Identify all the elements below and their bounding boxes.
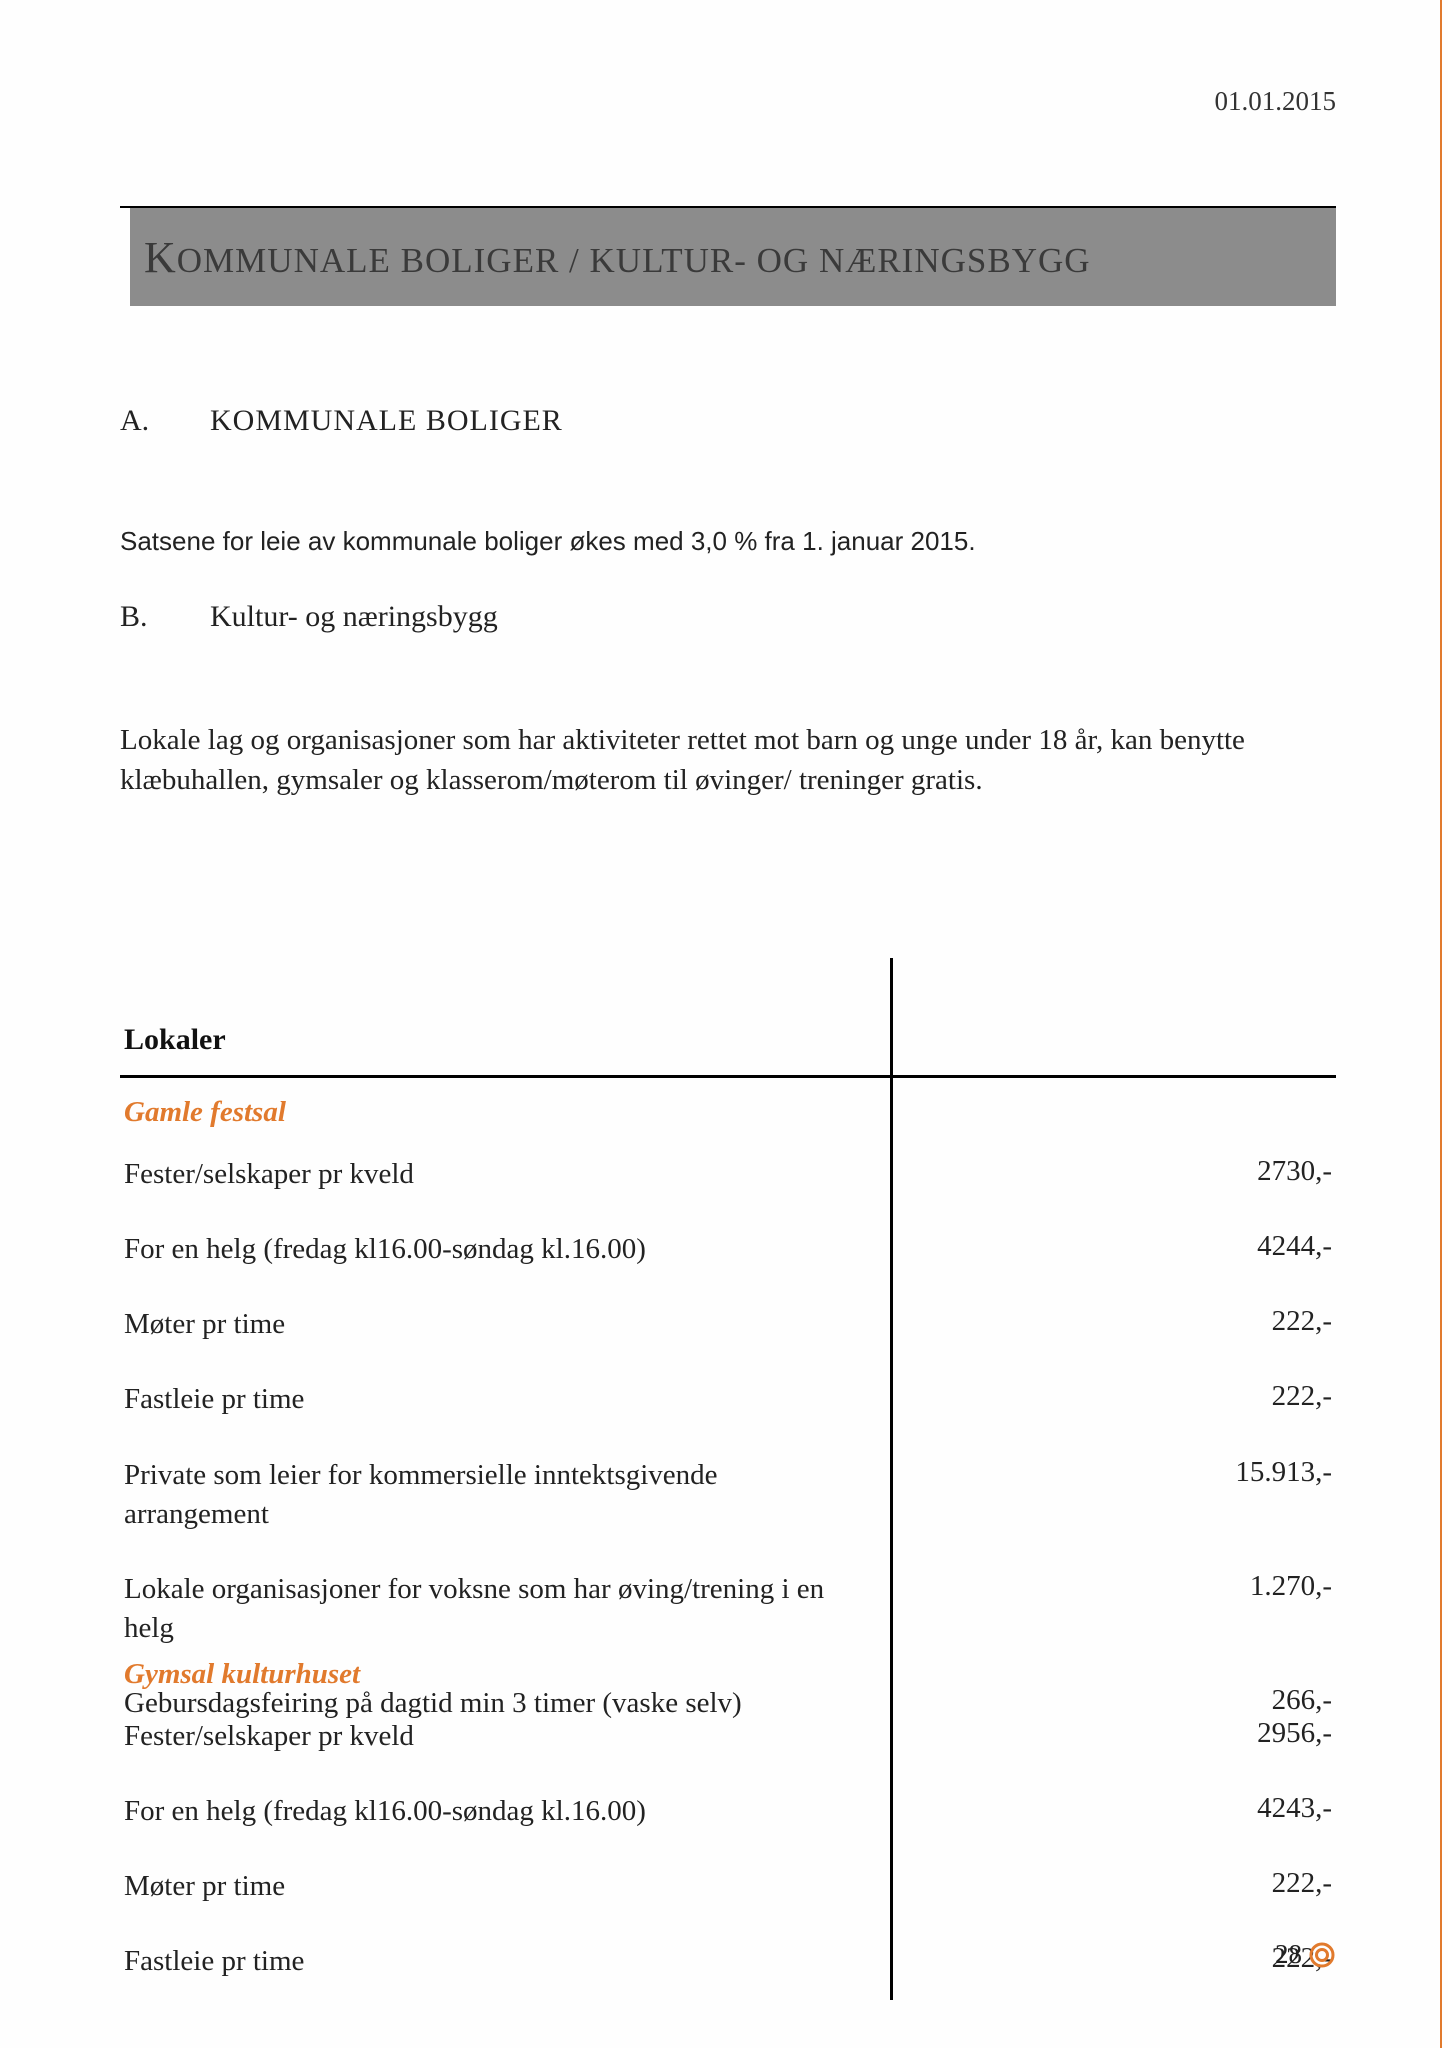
section-b-label: B. xyxy=(120,600,210,634)
row-label: Fastleie pr time xyxy=(120,1362,890,1437)
row-value: 4244,- xyxy=(890,1212,1336,1287)
title-bar-bg: KOMMUNALE BOLIGER / KULTUR- OG NÆRINGSBY… xyxy=(130,208,1336,306)
row-value: 222,- xyxy=(890,1287,1336,1362)
section-a-intro: Satsene for leie av kommunale boliger øk… xyxy=(120,526,1336,557)
table-row: Møter pr time222,- xyxy=(120,1287,1336,1362)
row-value: 2956,- xyxy=(890,1699,1336,1774)
page-number: 28 xyxy=(1275,1939,1302,1970)
title-bar: KOMMUNALE BOLIGER / KULTUR- OG NÆRINGSBY… xyxy=(120,206,1336,308)
row-label: For en helg (fredag kl16.00-søndag kl.16… xyxy=(120,1212,890,1287)
section-a-label: A. xyxy=(120,404,210,438)
page-title-initial: K xyxy=(144,233,177,282)
content-area: 01.01.2015 KOMMUNALE BOLIGER / KULTUR- O… xyxy=(120,0,1336,2048)
row-value: 222,- xyxy=(890,1362,1336,1437)
section-a-title: KOMMUNALE BOLIGER xyxy=(210,404,563,438)
section-right xyxy=(890,1078,1336,1137)
table-header-right xyxy=(890,958,1336,1075)
document-date: 01.01.2015 xyxy=(1215,86,1337,117)
page: 01.01.2015 KOMMUNALE BOLIGER / KULTUR- O… xyxy=(0,0,1448,2048)
right-edge-rule xyxy=(1440,0,1442,2048)
table-row: Fastleie pr time222,- xyxy=(120,1362,1336,1437)
row-value: 15.913,- xyxy=(890,1438,1336,1552)
table-row: Private som leier for kommersielle innte… xyxy=(120,1438,1336,1552)
row-value: 222,- xyxy=(890,1924,1336,1999)
section-b-intro: Lokale lag og organisasjoner som har akt… xyxy=(120,720,1296,800)
row-label: Private som leier for kommersielle innte… xyxy=(120,1438,890,1552)
table-row: Møter pr time222,- xyxy=(120,1849,1336,1924)
section-a-heading: A. KOMMUNALE BOLIGER xyxy=(120,404,1336,438)
row-value: 222,- xyxy=(890,1849,1336,1924)
table-section-title: Gymsal kulturhuset xyxy=(120,1640,1336,1699)
row-label: Fester/selskaper pr kveld xyxy=(120,1699,890,1774)
table-rows: Fester/selskaper pr kveld2956,-For en he… xyxy=(120,1699,1336,2000)
row-label: Møter pr time xyxy=(120,1287,890,1362)
page-title-rest: OMMUNALE BOLIGER / KULTUR- OG NÆRINGSBYG… xyxy=(177,241,1091,280)
table-section-title: Gamle festsal xyxy=(120,1078,1336,1137)
row-label: For en helg (fredag kl16.00-søndag kl.16… xyxy=(120,1774,890,1849)
section-name: Gymsal kulturhuset xyxy=(120,1640,890,1699)
section-b-heading: B. Kultur- og næringsbygg xyxy=(120,600,1336,634)
table-header: Lokaler xyxy=(120,958,1336,1078)
row-value: 4243,- xyxy=(890,1774,1336,1849)
table-row: Fester/selskaper pr kveld2956,- xyxy=(120,1699,1336,1774)
row-label: Fastleie pr time xyxy=(120,1924,890,1999)
table-row: For en helg (fredag kl16.00-søndag kl.16… xyxy=(120,1212,1336,1287)
page-title: KOMMUNALE BOLIGER / KULTUR- OG NÆRINGSBY… xyxy=(144,232,1091,283)
table-row: For en helg (fredag kl16.00-søndag kl.16… xyxy=(120,1774,1336,1849)
table-row: Fester/selskaper pr kveld2730,- xyxy=(120,1137,1336,1212)
table-row: Fastleie pr time222,- xyxy=(120,1924,1336,1999)
price-table-2: Gymsal kulturhuset Fester/selskaper pr k… xyxy=(120,1640,1336,2000)
table-header-label: Lokaler xyxy=(120,1023,890,1075)
page-footer: 28 xyxy=(1275,1939,1336,1970)
section-b-title: Kultur- og næringsbygg xyxy=(210,600,498,634)
price-table-1: Lokaler Gamle festsal Fester/selskaper p… xyxy=(120,958,1336,1741)
section-right xyxy=(890,1640,1336,1699)
row-value: 2730,- xyxy=(890,1137,1336,1212)
row-label: Møter pr time xyxy=(120,1849,890,1924)
section-name: Gamle festsal xyxy=(120,1078,890,1137)
row-label: Fester/selskaper pr kveld xyxy=(120,1137,890,1212)
footer-logo-icon xyxy=(1308,1941,1336,1969)
